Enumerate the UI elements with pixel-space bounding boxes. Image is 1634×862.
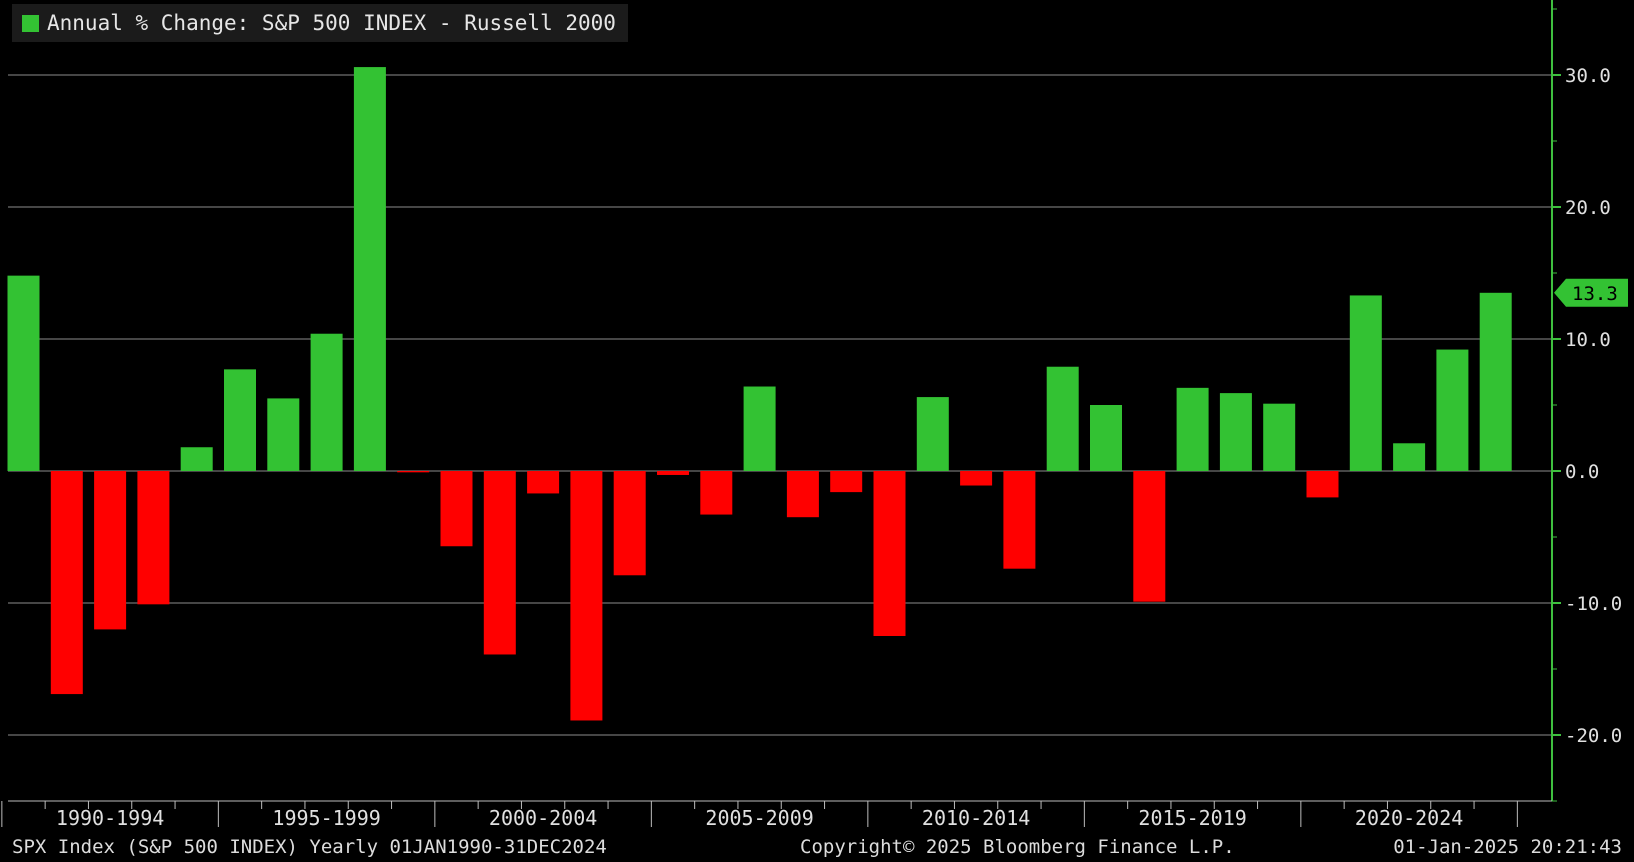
bar-2022 [1393, 443, 1426, 471]
bar-2017 [1176, 387, 1209, 471]
footer-security-info: SPX Index (S&P 500 INDEX) Yearly 01JAN19… [12, 836, 607, 858]
bar-2013 [1003, 471, 1036, 569]
bar-2018 [1219, 393, 1252, 471]
bar-2024 [1479, 292, 1512, 471]
bar-2005 [657, 471, 689, 475]
bar-2004 [613, 471, 646, 576]
legend: Annual % Change: S&P 500 INDEX - Russell… [12, 4, 628, 42]
bar-2012 [960, 471, 993, 486]
bar-1999 [397, 471, 430, 473]
bar-2000 [440, 471, 473, 547]
y-axis: -20.0 -10.0 0.0 10.0 20.0 30.0 13.3 [1551, 0, 1628, 802]
y-tick-label: -20.0 [1565, 725, 1622, 747]
bar-2010 [873, 471, 906, 636]
bar-2009 [830, 471, 863, 493]
legend-swatch [22, 14, 39, 32]
footer-timestamp: 01-Jan-2025 20:21:43 [1393, 836, 1622, 858]
bar-2019 [1263, 403, 1296, 471]
last-value-tag [1554, 278, 1628, 307]
y-tick-label: -10.0 [1565, 593, 1622, 615]
y-tick-label: 20.0 [1565, 197, 1611, 219]
footer-copyright: Copyright© 2025 Bloomberg Finance L.P. [800, 836, 1235, 858]
bar-1996 [267, 398, 300, 471]
x-group-label: 1990-1994 [56, 806, 164, 830]
last-value-marker: 13.3 [1554, 278, 1628, 307]
x-group-label: 2000-2004 [489, 806, 597, 830]
bar-2002 [527, 471, 560, 494]
bar-1992 [94, 471, 127, 630]
bar-1991 [50, 471, 83, 695]
bar-2011 [916, 397, 949, 471]
y-tick-label: 10.0 [1565, 329, 1611, 351]
bar-2001 [483, 471, 516, 655]
bar-2006 [700, 471, 733, 515]
grid-lines [8, 74, 1552, 736]
x-group-label: 2015-2019 [1138, 806, 1246, 830]
x-group-label: 2020-2024 [1355, 806, 1463, 830]
x-axis: 1990-1994 1995-1999 2000-2004 2005-2009 2010… [1, 800, 1552, 830]
bars [7, 67, 1512, 721]
bar-1993 [137, 471, 170, 605]
bar-1990 [7, 275, 40, 471]
bar-1997 [310, 333, 343, 471]
y-tick-label: 0.0 [1565, 461, 1599, 483]
bar-1998 [353, 67, 386, 471]
legend-label: Annual % Change: S&P 500 INDEX - Russell… [47, 11, 616, 35]
bar-2003 [570, 471, 603, 721]
bar-2015 [1090, 405, 1122, 471]
bar-2023 [1436, 349, 1469, 471]
y-tick-label: 30.0 [1565, 65, 1611, 87]
bar-2014 [1046, 366, 1079, 471]
last-value-label: 13.3 [1572, 283, 1618, 305]
bar-1995 [224, 369, 256, 471]
bar-2021 [1349, 295, 1382, 471]
bar-2020 [1306, 471, 1339, 498]
bar-1994 [180, 447, 213, 471]
x-group-label: 2010-2014 [922, 806, 1030, 830]
bar-2007 [743, 386, 776, 471]
x-group-label: 1995-1999 [272, 806, 380, 830]
x-group-label: 2005-2009 [705, 806, 813, 830]
bar-2016 [1133, 471, 1166, 602]
bar-2008 [786, 471, 819, 518]
